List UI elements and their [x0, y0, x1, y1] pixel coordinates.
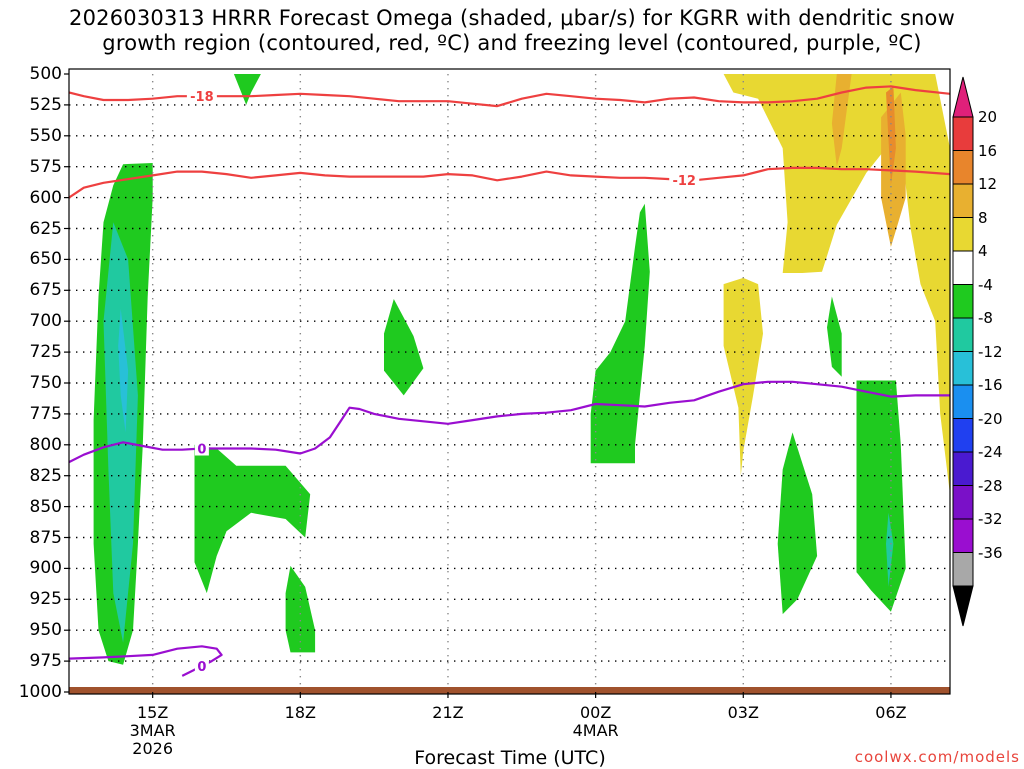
y-tick-label: 500: [29, 64, 62, 84]
colorbar-label: -16: [978, 376, 1003, 394]
x-tick-label: 15Z: [136, 703, 169, 722]
colorbar-label: 20: [978, 108, 998, 126]
omega-region-13: [723, 277, 763, 476]
colorbar-swatch-5: [952, 284, 974, 319]
y-tick-label: 800: [29, 434, 62, 455]
colorbar-swatch-0: [952, 116, 974, 151]
x-tick-label: 18Z: [284, 703, 316, 722]
y-tick-label: 750: [29, 373, 62, 393]
omega-shaded-regions: [93, 74, 950, 665]
contour-label-2: 0: [197, 443, 206, 458]
colorbar-swatch-2: [952, 183, 974, 218]
y-tick-label: 725: [29, 342, 62, 363]
colorbar-swatch-3: [952, 217, 974, 252]
omega-region-9: [777, 432, 818, 615]
y-tick-label: 1000: [18, 682, 62, 702]
x-tick-date-label: 2026: [132, 739, 174, 758]
y-tick-label: 525: [29, 94, 62, 115]
y-tick-label: 650: [29, 249, 62, 270]
contour-label-1: -12: [672, 174, 696, 189]
plot-frame: [68, 68, 951, 695]
colorbar-label: -20: [978, 409, 1003, 428]
colorbar-swatch-4: [952, 250, 974, 285]
colorbar-swatch-8: [952, 384, 974, 419]
contour-label-bg-2: [194, 441, 209, 456]
x-tick-label: 00Z: [579, 703, 612, 722]
colorbar-label: -8: [978, 309, 993, 327]
y-tick-label: 625: [29, 218, 62, 239]
colorbar-label: -28: [978, 476, 1003, 495]
colorbar-label: 16: [978, 141, 998, 160]
colorbar-swatch-13: [952, 552, 974, 587]
colorbar-label: -24: [978, 443, 1003, 461]
colorbar-label: -32: [978, 510, 1003, 528]
omega-region-14: [831, 74, 852, 167]
omega-region-2: [118, 308, 129, 433]
colorbar-swatch-1: [952, 150, 974, 185]
omega-region-16: [886, 86, 896, 186]
colorbar-swatch-6: [952, 317, 974, 352]
omega-region-3: [194, 444, 311, 594]
x-tick-label: 03Z: [727, 703, 759, 722]
omega-region-11: [886, 512, 894, 587]
x-tick-label: 21Z: [432, 703, 464, 722]
grid-lines: [69, 74, 950, 692]
omega-region-5: [233, 74, 261, 105]
colorbar-swatch-9: [952, 418, 974, 453]
y-tick-label: 925: [29, 589, 62, 610]
y-tick-label: 550: [29, 125, 62, 146]
x-tick-date-label: 4MAR: [572, 721, 619, 740]
y-tick-label: 875: [29, 527, 62, 548]
credit-link[interactable]: coolwx.com/models: [854, 748, 1020, 766]
chart-title-line-1: 2026030313 HRRR Forecast Omega (shaded, …: [69, 6, 955, 30]
omega-region-8: [827, 296, 842, 377]
y-tick-label: 975: [29, 651, 62, 672]
contour-label-bg-3: [194, 659, 209, 674]
y-tick-label: 675: [29, 280, 62, 301]
colorbar-label: 12: [978, 175, 998, 193]
contour-label-3: 0: [197, 660, 206, 675]
colorbar-top-cap: [952, 76, 974, 118]
colorbar-swatch-7: [952, 351, 974, 386]
contour-line-1: [69, 166, 950, 199]
colorbar-label: -36: [978, 543, 1003, 562]
y-tick-label: 950: [29, 620, 62, 641]
colorbar-label: 8: [978, 208, 988, 227]
y-tick-label: 825: [29, 465, 62, 486]
y-tick-label: 600: [29, 187, 62, 208]
x-tick-date-label: 3MAR: [129, 721, 176, 740]
colorbar-swatch-12: [952, 518, 974, 553]
y-tick-label: 575: [29, 156, 62, 177]
contour-lines: -18 -12 0 0: [69, 85, 950, 677]
y-tick-label: 700: [29, 311, 62, 332]
chart-title-line-2: growth region (contoured, red, ºC) and f…: [102, 31, 922, 55]
contour-label-bg-1: [669, 172, 700, 187]
x-tick-label: 06Z: [875, 703, 907, 722]
contour-label-bg-0: [186, 89, 217, 104]
y-tick-label: 900: [29, 558, 62, 579]
colorbar-swatch-11: [952, 485, 974, 520]
colorbar-bottom-cap: [952, 585, 974, 627]
x-axis-title: Forecast Time (UTC): [414, 747, 606, 769]
contour-label-0: -18: [190, 90, 214, 105]
ground-surface-bar: [69, 687, 950, 694]
colorbar-label: -4: [978, 275, 993, 294]
colorbar-swatch-10: [952, 451, 974, 486]
y-tick-label: 850: [29, 496, 62, 517]
omega-region-7: [590, 203, 650, 464]
omega-region-10: [856, 380, 906, 612]
omega-colorbar: [952, 76, 974, 627]
y-tick-label: 775: [29, 403, 62, 424]
axis-ticks: [64, 73, 892, 698]
omega-region-6: [384, 299, 424, 396]
colorbar-label: 4: [978, 242, 988, 260]
colorbar-label: -12: [978, 342, 1003, 361]
